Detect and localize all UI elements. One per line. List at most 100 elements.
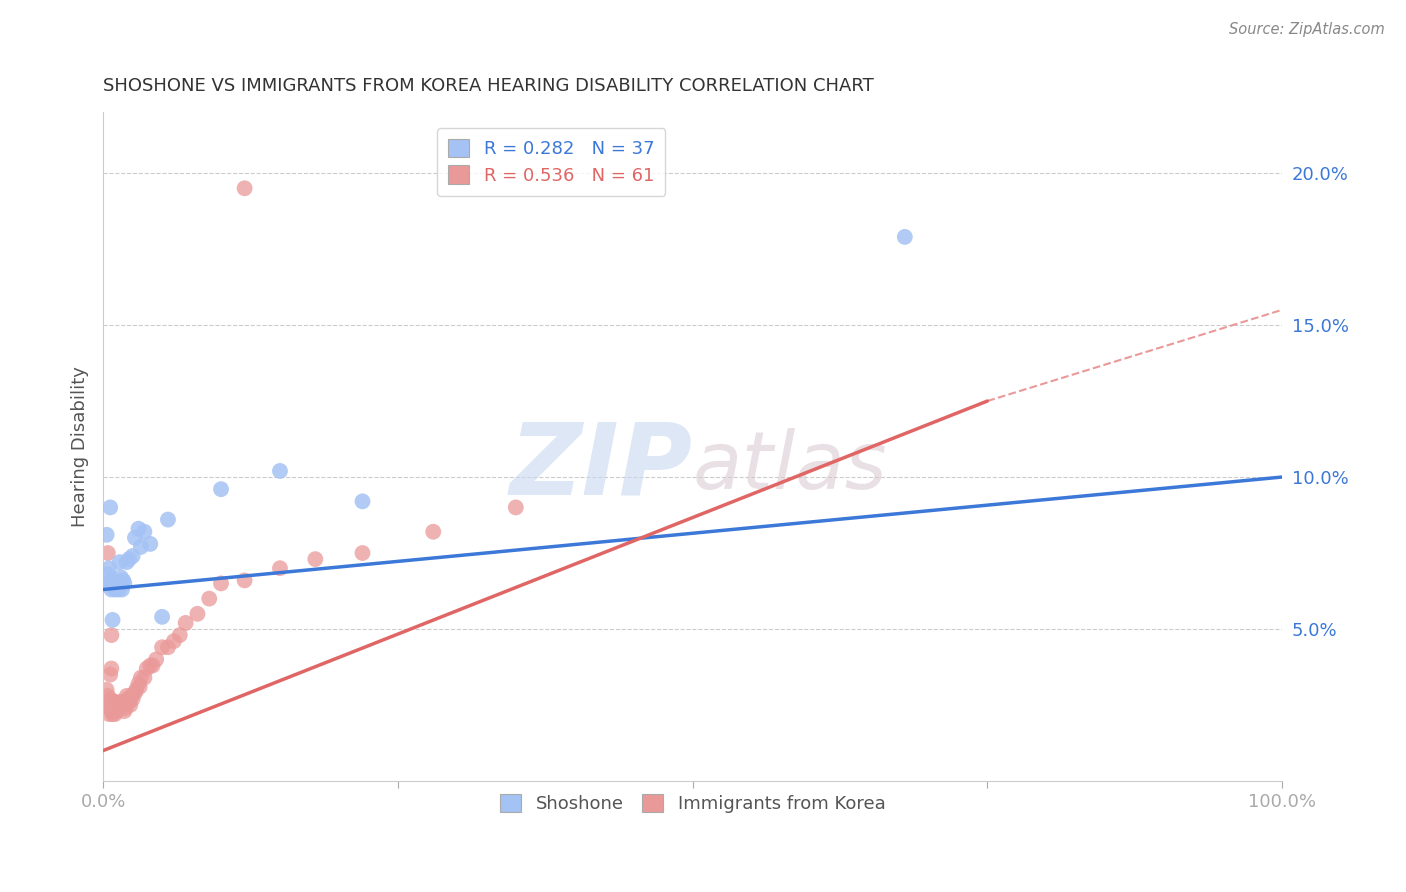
Point — [101, 574, 124, 588]
Point — [233, 574, 256, 588]
Text: atlas: atlas — [693, 427, 887, 506]
Point — [98, 698, 121, 712]
Point — [97, 689, 120, 703]
Text: Source: ZipAtlas.com: Source: ZipAtlas.com — [1229, 22, 1385, 37]
Point — [124, 531, 146, 545]
Point — [156, 640, 179, 655]
Point — [97, 567, 120, 582]
Point — [98, 576, 121, 591]
Point — [163, 634, 186, 648]
Point — [150, 610, 173, 624]
Point — [121, 549, 143, 563]
Point — [98, 576, 121, 591]
Point — [98, 667, 121, 681]
Point — [139, 537, 162, 551]
Point — [100, 582, 122, 597]
Point — [135, 661, 157, 675]
Point — [107, 698, 129, 712]
Point — [98, 707, 121, 722]
Point — [352, 494, 374, 508]
Point — [209, 576, 232, 591]
Text: ZIP: ZIP — [509, 418, 693, 516]
Point — [100, 704, 122, 718]
Point — [269, 561, 291, 575]
Point — [121, 692, 143, 706]
Point — [110, 698, 132, 712]
Point — [96, 698, 118, 712]
Point — [124, 686, 146, 700]
Point — [96, 528, 118, 542]
Point — [128, 677, 150, 691]
Point — [103, 695, 125, 709]
Point — [142, 658, 165, 673]
Point — [110, 576, 132, 591]
Point — [104, 707, 127, 722]
Point — [112, 574, 135, 588]
Point — [100, 576, 122, 591]
Point — [114, 701, 136, 715]
Point — [115, 555, 138, 569]
Point — [105, 579, 128, 593]
Legend: Shoshone, Immigrants from Korea: Shoshone, Immigrants from Korea — [491, 785, 894, 822]
Point — [108, 701, 131, 715]
Point — [128, 680, 150, 694]
Point — [98, 692, 121, 706]
Point — [125, 682, 148, 697]
Point — [134, 671, 156, 685]
Point — [96, 682, 118, 697]
Point — [110, 570, 132, 584]
Point — [209, 482, 232, 496]
Point — [96, 576, 118, 591]
Point — [104, 576, 127, 591]
Point — [98, 701, 121, 715]
Point — [269, 464, 291, 478]
Point — [505, 500, 527, 515]
Point — [233, 181, 256, 195]
Point — [111, 582, 134, 597]
Point — [112, 576, 135, 591]
Point — [139, 658, 162, 673]
Point — [98, 561, 121, 575]
Point — [105, 579, 128, 593]
Point — [145, 652, 167, 666]
Point — [115, 689, 138, 703]
Point — [112, 704, 135, 718]
Point — [104, 582, 127, 597]
Point — [105, 704, 128, 718]
Point — [108, 555, 131, 569]
Point — [117, 692, 139, 706]
Point — [128, 522, 150, 536]
Point — [118, 695, 141, 709]
Point — [98, 500, 121, 515]
Point — [120, 689, 142, 703]
Point — [103, 704, 125, 718]
Point — [112, 695, 135, 709]
Point — [894, 230, 917, 244]
Point — [110, 695, 132, 709]
Point — [134, 524, 156, 539]
Point — [105, 695, 128, 709]
Point — [422, 524, 444, 539]
Point — [101, 695, 124, 709]
Point — [198, 591, 221, 606]
Point — [352, 546, 374, 560]
Point — [304, 552, 326, 566]
Point — [118, 552, 141, 566]
Point — [101, 707, 124, 722]
Point — [169, 628, 191, 642]
Point — [174, 615, 197, 630]
Point — [97, 546, 120, 560]
Point — [186, 607, 208, 621]
Point — [120, 698, 142, 712]
Point — [156, 512, 179, 526]
Point — [100, 698, 122, 712]
Point — [97, 698, 120, 712]
Point — [100, 661, 122, 675]
Point — [101, 613, 124, 627]
Y-axis label: Hearing Disability: Hearing Disability — [72, 367, 89, 527]
Point — [129, 671, 152, 685]
Point — [129, 540, 152, 554]
Text: SHOSHONE VS IMMIGRANTS FROM KOREA HEARING DISABILITY CORRELATION CHART: SHOSHONE VS IMMIGRANTS FROM KOREA HEARIN… — [103, 78, 875, 95]
Point — [150, 640, 173, 655]
Point — [111, 698, 134, 712]
